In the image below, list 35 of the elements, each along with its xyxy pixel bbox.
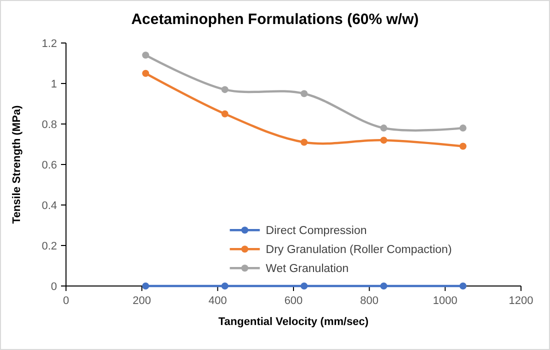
y-tick-label: 0.6 [42, 160, 57, 172]
x-tick-label: 200 [132, 295, 152, 307]
point [300, 282, 308, 290]
point [300, 138, 308, 146]
point [300, 90, 308, 98]
y-tick-label: 1.2 [42, 38, 57, 50]
x-tick-label: 800 [360, 295, 379, 307]
legend-label: Dry Granulation (Roller Compaction) [266, 244, 452, 256]
y-axis-title: Tensile Strength (MPa) [11, 104, 23, 224]
x-tick-label: 1200 [508, 295, 534, 307]
chart-title: Acetaminophen Formulations (60% w/w) [131, 11, 419, 28]
x-tick-label: 400 [208, 295, 227, 307]
y-tick-label: 0.4 [42, 200, 57, 212]
x-tick-label: 600 [284, 295, 303, 307]
y-tick-label: 0 [50, 281, 57, 293]
point [459, 142, 466, 150]
point [142, 52, 150, 59]
point [380, 282, 388, 290]
x-tick-label: 1000 [432, 295, 458, 307]
point [221, 282, 228, 290]
point [380, 136, 388, 144]
point [142, 282, 150, 290]
point [380, 124, 388, 132]
point [459, 282, 466, 290]
y-tick-label: 1 [50, 78, 57, 90]
point [221, 86, 228, 94]
legend-label: Direct Compression [266, 225, 367, 238]
x-tick-label: 0 [62, 295, 70, 307]
point [142, 70, 150, 77]
x-axis-title: Tangential Velocity (mm/sec) [218, 316, 369, 328]
y-tick-label: 0.8 [42, 119, 57, 131]
legend-label: Wet Granulation [266, 263, 349, 276]
y-tick-label: 0.2 [42, 240, 57, 252]
point [459, 124, 466, 132]
point [221, 110, 228, 118]
